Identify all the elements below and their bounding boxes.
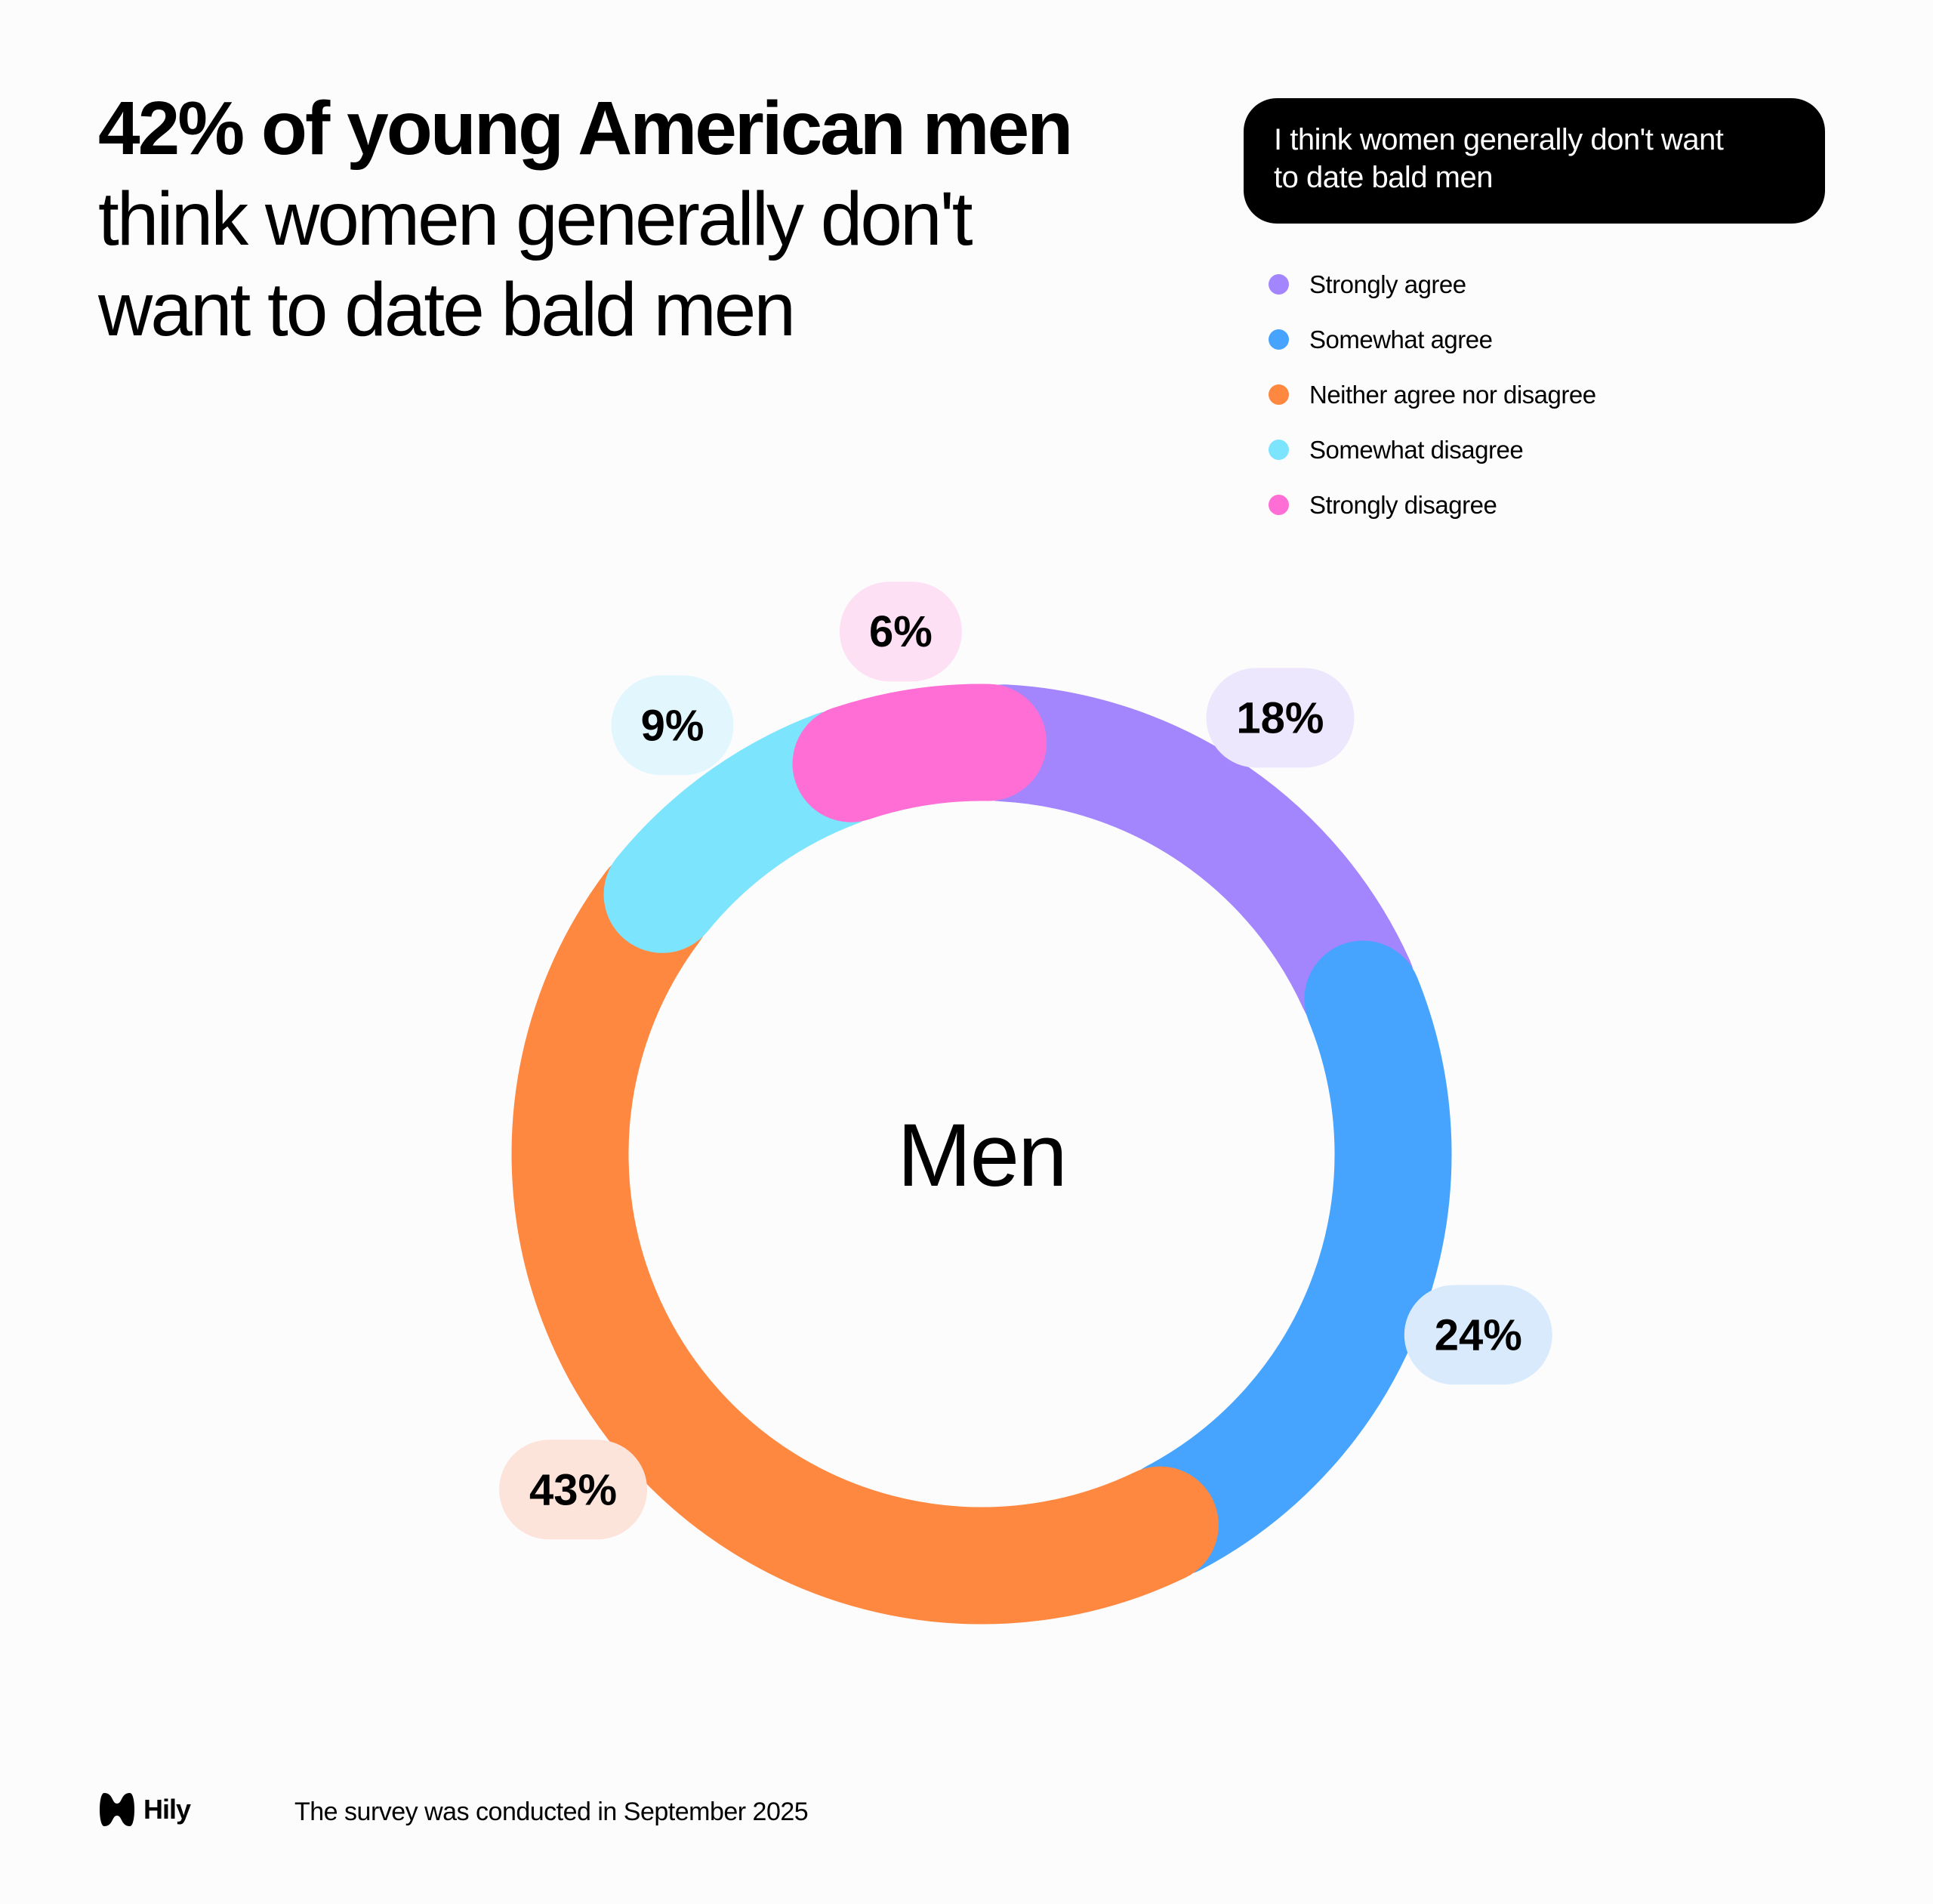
legend: Strongly agree Somewhat agree Neither agre… <box>1269 257 1596 532</box>
donut-segment-somewhat-agree <box>1115 940 1452 1577</box>
legend-item: Neither agree nor disagree <box>1269 367 1596 422</box>
data-label-bubble <box>1206 668 1355 768</box>
legend-item: Strongly disagree <box>1269 477 1596 532</box>
question-line-1: I think women generally don't want <box>1274 123 1724 156</box>
legend-swatch-icon <box>1269 440 1289 460</box>
data-label-text: 24% <box>1435 1310 1522 1359</box>
headline: 42% of young American men think women ge… <box>98 83 1073 355</box>
data-label: 18% <box>1206 668 1355 768</box>
legend-swatch-icon <box>1269 384 1289 405</box>
legend-label: Neither agree nor disagree <box>1309 380 1596 409</box>
hily-logo-icon <box>100 1793 134 1826</box>
donut-segment-strongly-disagree <box>792 684 1047 822</box>
data-label-text: 9% <box>641 701 704 750</box>
headline-bold: 42% of young American men <box>98 86 1073 171</box>
data-label-bubble <box>499 1440 648 1540</box>
data-label: 6% <box>839 582 962 682</box>
data-label: 9% <box>611 675 734 776</box>
data-label-bubble <box>611 675 734 776</box>
data-label-text: 6% <box>869 607 933 656</box>
question-line-2: to date bald men <box>1274 161 1494 194</box>
legend-item: Somewhat disagree <box>1269 422 1596 477</box>
legend-swatch-icon <box>1269 274 1289 295</box>
legend-swatch-icon <box>1269 495 1289 515</box>
question-box: I think women generally don't want to da… <box>1244 98 1825 224</box>
donut-segment-neither-agree-nor-disagree <box>511 848 1219 1625</box>
legend-label: Somewhat disagree <box>1309 435 1524 464</box>
legend-label: Somewhat agree <box>1309 325 1493 353</box>
headline-line-2: think women generally don't <box>98 177 973 261</box>
legend-label: Strongly agree <box>1309 270 1466 298</box>
headline-line-3: want to date bald men <box>98 267 796 352</box>
legend-item: Somewhat agree <box>1269 312 1596 367</box>
brand-name: Hily <box>143 1794 191 1825</box>
footer: Hily <box>98 1791 191 1828</box>
data-label-text: 43% <box>529 1465 617 1514</box>
legend-swatch-icon <box>1269 329 1289 350</box>
brand-logo: Hily <box>98 1791 191 1828</box>
center-label: Men <box>897 1106 1066 1205</box>
legend-item: Strongly agree <box>1269 257 1596 312</box>
data-label: 24% <box>1404 1285 1552 1385</box>
data-label-text: 18% <box>1236 693 1324 742</box>
data-label-bubble <box>1404 1285 1552 1385</box>
survey-note: The survey was conducted in September 20… <box>294 1798 809 1826</box>
legend-label: Strongly disagree <box>1309 490 1497 519</box>
data-label-bubble <box>839 582 962 682</box>
donut-segment-strongly-agree <box>945 684 1416 1044</box>
data-label: 43% <box>499 1440 648 1540</box>
